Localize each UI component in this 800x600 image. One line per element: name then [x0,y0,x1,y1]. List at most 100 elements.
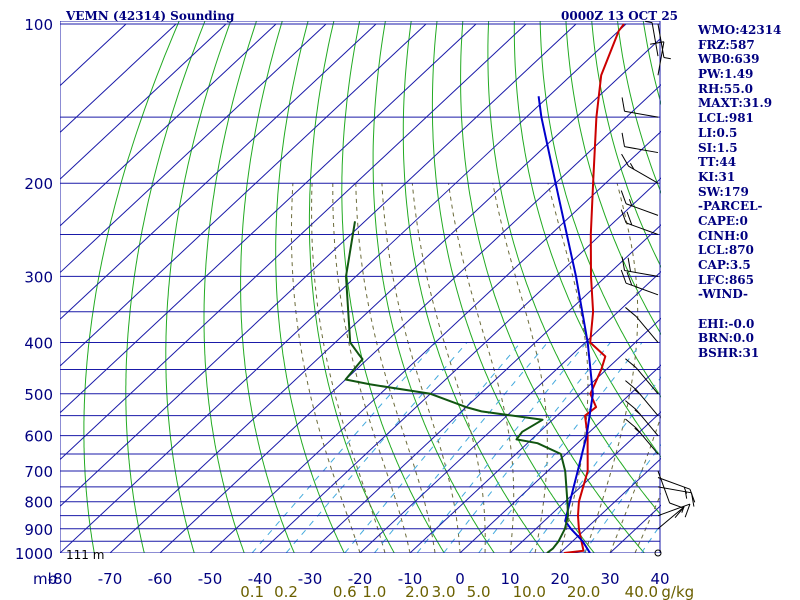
pressure-tick-label: 700 [24,463,53,481]
mixing-ratio-line [285,342,468,553]
index-item: FRZ:587 [698,37,755,52]
wind-barb-feather [663,56,671,60]
isotherm-line [259,177,661,553]
mixing-ratio-line [640,523,661,553]
dewpoint-line [344,221,569,553]
isotherm-line [60,23,577,507]
index-item: LCL:981 [698,111,754,126]
dry-adiabat-line [565,21,661,336]
isotherm-line [60,23,377,321]
isotherm-line [509,411,661,553]
index-item: PW:1.49 [698,67,754,82]
pressure-tick-label: 900 [24,521,53,539]
pressure-tick-label: 200 [24,175,53,193]
pressure-tick-label: 600 [24,428,53,446]
wind-barb-staff [657,503,691,517]
moist-adiabat-line [411,183,486,553]
wind-barb-staff [657,23,665,58]
mixing-ratio-label: 0.2 [274,583,298,600]
isotherm-line [60,23,327,274]
wind-barb-staff [635,316,659,343]
moist-adiabat-line [448,183,515,553]
index-item: TT:44 [698,155,737,170]
wind-barb-feather [620,190,627,204]
isotherm-line [60,23,277,227]
pressure-tick-label: 400 [24,334,53,352]
wind-barb-feather [684,491,688,499]
isotherm-line [60,23,227,180]
dry-adiabat-line [240,21,295,553]
wind-barb-feather [620,209,627,224]
index-item: CAP:3.5 [698,258,751,272]
wind-barb-staff [625,203,659,216]
index-item: CINH:0 [698,228,749,243]
index-item: LI:0.5 [698,125,738,140]
index-item: SW:179 [698,184,749,199]
temperature-tick-label: -20 [348,570,373,588]
mixing-ratio-label: 10.0 [513,583,546,600]
index-item: RH:55.0 [698,81,753,96]
index-item: EHI:-0.0 [698,316,755,331]
index-item: LCL:870 [698,243,754,258]
mixing-ratio-label: 1.0 [362,583,386,600]
moist-adiabat-line [492,183,548,553]
index-item: CAPE:0 [698,213,748,228]
moist-adiabat-line [290,183,361,553]
temperature-tick-label: -30 [298,570,323,588]
mixing-ratio-label: 3.0 [432,583,456,600]
wind-barb-staff [657,470,671,504]
moist-adiabat-line [609,415,661,553]
dry-adiabat-line [341,21,445,553]
wind-barb-feather [674,506,685,518]
plot-frame [60,21,661,553]
isotherm-line [459,364,661,553]
wind-barb-feather [627,257,632,272]
mixing-ratio-label: 2.0 [405,583,429,600]
wind-barb-feather [650,41,664,45]
index-item: MAXT:31.9 [698,96,773,111]
isotherm-line [60,23,127,87]
temperature-tick-label: -70 [98,570,123,588]
wind-barb-feather [625,358,637,369]
dry-adiabat-line [165,21,232,553]
mixing-ratio-line [443,342,611,553]
temperature-tick-label: 10 [500,570,519,588]
temperature-tick-label: -80 [48,570,73,588]
mixing-ratio-label: 40.0 [625,583,658,600]
mixing-ratio-line [374,342,548,553]
wind-barb-feather [621,153,629,167]
parcel-line [537,96,594,553]
moist-adiabat-line [634,492,661,553]
wind-barb-feather [629,162,635,170]
isotherm-line [109,37,661,553]
dry-adiabat-line [795,12,800,564]
dry-adiabat-line [402,21,545,553]
mixing-ratio-label: 0.6 [333,583,357,600]
index-item: SI:1.5 [698,140,738,155]
wind-barb-feather [634,389,641,395]
dry-adiabats [83,12,800,564]
isotherm-line [309,224,661,553]
wind-barb-feather [620,269,627,284]
temperature-tick-label: -50 [198,570,223,588]
dry-adiabat-line [83,21,180,553]
temperature-tick-label: -40 [248,570,273,588]
index-item: BSHR:31 [698,346,760,361]
isotherm-line [60,23,527,461]
wind-barb-feather [628,199,633,206]
pressure-tick-label: 1000 [15,545,53,563]
mixing-ratio-unit-label: g/kg [661,583,694,600]
wind-barb-staff [624,110,659,118]
dry-adiabat-line [539,21,661,398]
wind-barb-staff [657,41,665,76]
wind-barb-feather [626,271,633,286]
dry-adiabat-line [308,21,395,553]
wind-barb-feather [684,503,691,518]
wind-barb-feather [621,97,626,112]
moist-adiabat-line [584,183,639,553]
moist-adiabat-line [332,183,411,553]
pressure-tick-label: 800 [24,494,53,512]
sounding-profiles [344,23,625,553]
isotherm-line [359,271,661,553]
